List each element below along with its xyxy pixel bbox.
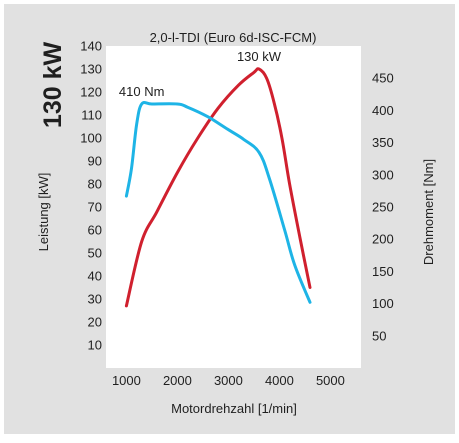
x-tick-label: 2000 xyxy=(163,373,192,388)
torque-line xyxy=(124,100,312,304)
y-right-tick-label: 450 xyxy=(372,71,394,86)
y-right-tick-label: 150 xyxy=(372,264,394,279)
y-right-tick-label: 400 xyxy=(372,103,394,118)
series-lines xyxy=(124,67,312,308)
x-tick-label: 1000 xyxy=(112,373,141,388)
y-left-tick-label: 10 xyxy=(88,338,102,353)
plot-area xyxy=(106,46,361,368)
y-right-tick-label: 50 xyxy=(372,328,386,343)
y-left-tick-label: 140 xyxy=(80,39,102,54)
y-right-tick-label: 300 xyxy=(372,167,394,182)
power-line xyxy=(124,67,312,308)
y-left-tick-label: 90 xyxy=(88,154,102,169)
y-left-tick-label: 30 xyxy=(88,292,102,307)
y-right-tick-label: 250 xyxy=(372,200,394,215)
y-left-tick-label: 20 xyxy=(88,315,102,330)
y-right-tick-label: 100 xyxy=(372,296,394,311)
tick-labels: 1000 2000 3000 4000 5000 10 20 30 40 50 60 70 80 90 10… xyxy=(80,39,393,389)
y-left-tick-label: 60 xyxy=(88,223,102,238)
y-left-tick-label: 50 xyxy=(88,246,102,261)
y-axis-left-label: Leistung [kW] xyxy=(36,173,51,252)
y-left-tick-label: 130 xyxy=(80,62,102,77)
y-left-tick-label: 100 xyxy=(80,131,102,146)
x-axis-label: Motordrehzahl [1/min] xyxy=(171,401,297,416)
x-tick-label: 5000 xyxy=(316,373,345,388)
annotations: 130 kW 410 Nm xyxy=(119,49,282,99)
power-badge: 130 kW xyxy=(39,42,67,129)
peak-annotation: 130 kW xyxy=(237,49,282,64)
y-left-tick-label: 80 xyxy=(88,177,102,192)
chart-title: 2,0-l-TDI (Euro 6d-ISC-FCM) xyxy=(150,30,317,45)
x-tick-label: 4000 xyxy=(265,373,294,388)
y-right-tick-label: 200 xyxy=(372,232,394,247)
y-axis-right-label: Drehmoment [Nm] xyxy=(421,159,436,265)
y-left-tick-label: 40 xyxy=(88,269,102,284)
y-left-tick-label: 110 xyxy=(81,108,102,123)
y-right-tick-label: 350 xyxy=(372,135,394,150)
y-left-tick-label: 70 xyxy=(88,200,102,215)
peak-annotation: 410 Nm xyxy=(119,84,165,99)
y-left-tick-label: 120 xyxy=(80,85,102,100)
x-tick-label: 3000 xyxy=(214,373,243,388)
